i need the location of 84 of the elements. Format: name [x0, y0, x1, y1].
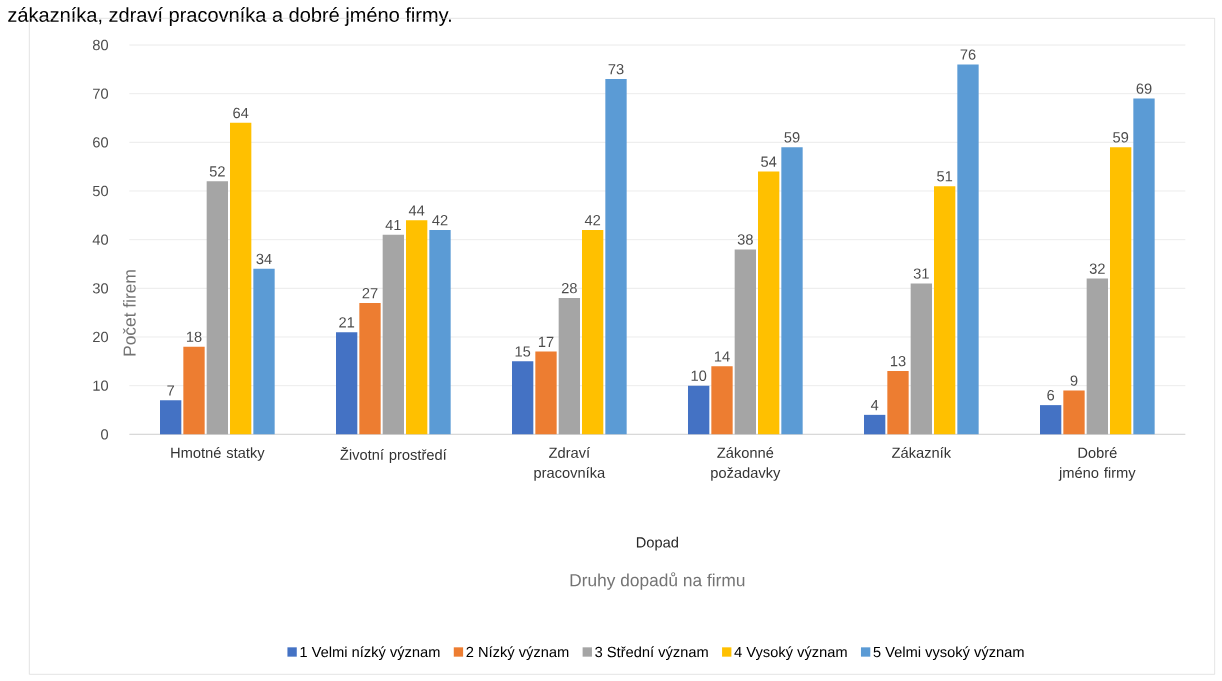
- legend-label: 2 Nízký význam: [466, 646, 569, 661]
- bar: [781, 147, 803, 435]
- data-label: 17: [538, 336, 554, 347]
- bar: [535, 351, 557, 435]
- data-label: 38: [737, 234, 753, 245]
- data-label: 59: [1113, 132, 1129, 143]
- x-tick-label: Zdraví pracovníka: [534, 447, 606, 481]
- y-tick-label: 70: [93, 88, 109, 99]
- data-label: 13: [890, 355, 906, 367]
- data-label: 28: [561, 282, 577, 294]
- data-label: 9: [1070, 375, 1078, 386]
- bar: [758, 171, 780, 435]
- data-label: 34: [256, 253, 272, 265]
- bar: [887, 371, 909, 435]
- data-label: 51: [937, 171, 953, 182]
- x-tick-label: Zákazník: [892, 447, 952, 458]
- bar: [183, 346, 205, 435]
- bar: [582, 229, 604, 435]
- bar: [711, 366, 733, 435]
- bar: [1133, 98, 1155, 435]
- bar: [336, 332, 358, 435]
- bar: [429, 229, 451, 435]
- data-label: 18: [186, 331, 202, 343]
- y-axis-title: Počet firem: [122, 270, 136, 356]
- x-axis-title: Dopad: [636, 536, 678, 551]
- bar: [910, 283, 932, 435]
- x-tick-label: Dobré jméno firmy: [1058, 447, 1136, 481]
- data-label: 69: [1136, 83, 1152, 94]
- bar: [734, 249, 756, 435]
- bar: [1063, 390, 1085, 435]
- data-label: 76: [960, 49, 976, 60]
- data-label: 64: [233, 107, 249, 119]
- y-tick-label: 0: [101, 429, 109, 440]
- y-tick-label: 30: [92, 283, 109, 294]
- bar: [206, 181, 229, 435]
- y-tick-label: 20: [93, 331, 109, 343]
- bar: [359, 302, 381, 435]
- data-label: 32: [1089, 263, 1105, 274]
- bar: [382, 234, 405, 435]
- bar: [605, 79, 627, 435]
- legend-label: 4 Vysoký význam: [734, 646, 847, 661]
- text: Druhy dopadů na firmu: [570, 572, 745, 590]
- bar: [558, 298, 580, 435]
- x-tick-label: Životní prostředí: [340, 447, 447, 463]
- data-label: 6: [1047, 390, 1055, 401]
- bar: [160, 400, 182, 435]
- bar: [934, 186, 956, 435]
- data-label: 42: [432, 214, 448, 226]
- bar: [512, 361, 534, 435]
- data-label: 54: [761, 156, 777, 167]
- data-label: 7: [167, 385, 175, 396]
- data-label: 15: [515, 346, 531, 357]
- bar: [1039, 405, 1062, 435]
- x-tick-label: Zákonné požadavky: [711, 447, 781, 481]
- data-label: 52: [209, 166, 225, 177]
- bar: [1109, 147, 1132, 435]
- data-label: 73: [608, 63, 624, 75]
- y-tick-label: 50: [92, 185, 109, 197]
- data-label: 31: [913, 268, 929, 279]
- bar: [406, 220, 428, 435]
- data-label: 27: [362, 287, 378, 299]
- data-label: 41: [385, 220, 401, 231]
- text: zákazníka, zdraví pracovníka a dobré jméno firmy.: [8, 7, 451, 26]
- data-label: 59: [784, 132, 800, 143]
- data-label: 14: [714, 351, 730, 362]
- legend-label: 5 Velmi vysoký význam: [873, 646, 1024, 661]
- data-label: 44: [408, 205, 425, 216]
- legend-label: 1 Velmi nízký význam: [300, 646, 440, 661]
- bar: [688, 385, 710, 435]
- data-label: 42: [584, 214, 601, 226]
- y-tick-label: 80: [92, 39, 109, 51]
- y-tick-label: 40: [92, 234, 109, 245]
- bar: [253, 268, 275, 435]
- data-label: 21: [339, 317, 355, 328]
- x-tick-label: Hmotné statky: [171, 447, 265, 461]
- y-tick-label: 10: [93, 380, 109, 391]
- data-label: 10: [691, 370, 707, 381]
- bar: [1086, 278, 1108, 435]
- y-tick-label: 60: [93, 137, 109, 148]
- bar: [864, 414, 886, 435]
- bar: [230, 122, 252, 435]
- data-label: 4: [870, 400, 879, 411]
- bar: [957, 64, 979, 435]
- legend-label: 3 Střední význam: [595, 646, 708, 661]
